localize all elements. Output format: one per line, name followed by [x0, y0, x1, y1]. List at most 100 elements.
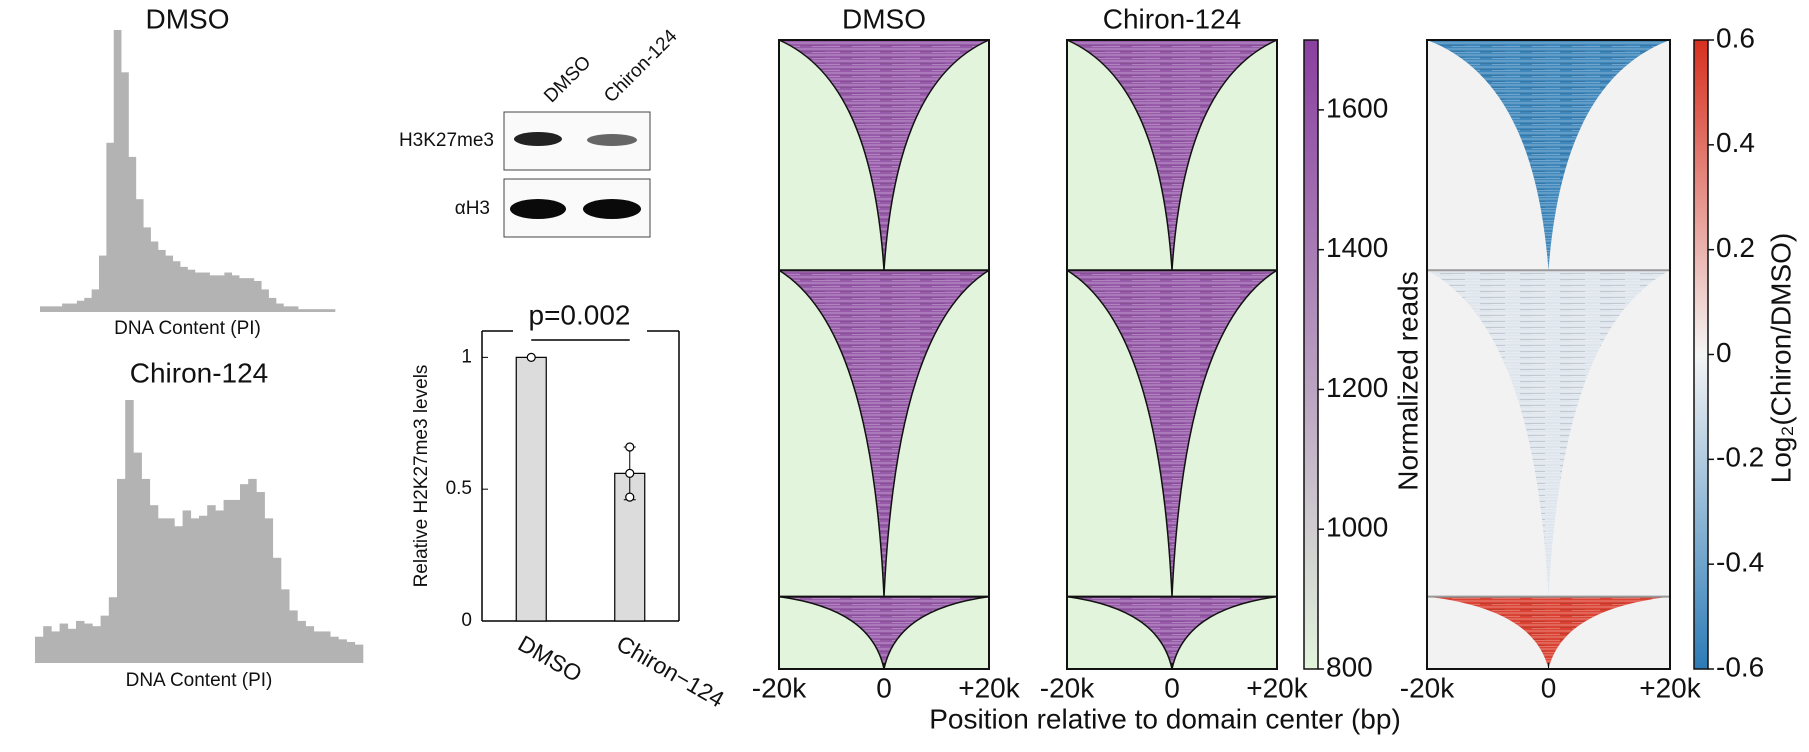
histogram-bar [125, 400, 134, 663]
y-tick-label: 0.5 [446, 478, 472, 499]
colorbar-label: Log₂(Chiron/DMSO) [1765, 233, 1796, 484]
histogram-bar [224, 272, 233, 312]
chart-title: Chiron-124 [1103, 3, 1242, 34]
histogram-bar [182, 510, 192, 663]
histogram-bar [84, 623, 93, 663]
colorbar-tick-label: 1200 [1326, 372, 1388, 403]
heatmap-texture [779, 596, 989, 669]
histogram-bar [268, 297, 277, 312]
histogram-bar [322, 631, 331, 663]
histogram-bar [100, 615, 110, 663]
histogram-bar [354, 644, 364, 663]
x-tick-label: -20k [1400, 672, 1455, 703]
histogram-bar [51, 631, 60, 663]
histogram-bar [281, 589, 290, 663]
histogram-bar [320, 309, 328, 312]
x-tick-label: 0 [1164, 672, 1180, 703]
histogram-bar [194, 272, 203, 312]
histogram-bar [121, 72, 129, 312]
histogram-bar [209, 275, 218, 312]
colorbar-tick-label: -0.4 [1716, 547, 1764, 578]
colorbar-tick-label: -0.2 [1716, 442, 1764, 473]
histogram-bar [67, 628, 77, 663]
heatmap-texture [1067, 270, 1277, 597]
histogram-bar [346, 641, 356, 663]
histogram-bar [187, 269, 196, 312]
histogram-bar [180, 266, 188, 312]
histogram-bar [272, 557, 282, 663]
histogram-bar [91, 289, 100, 312]
histogram-bar [215, 510, 224, 663]
chart-title: DMSO [146, 3, 230, 34]
heatmap-texture [1067, 596, 1277, 669]
histogram-bar [43, 626, 52, 663]
histogram-bar [312, 309, 321, 312]
data-point [625, 442, 635, 452]
heatmap-texture [779, 270, 989, 597]
histogram-bar [174, 526, 183, 663]
colorbar-tick-label: -0.6 [1716, 651, 1764, 682]
histogram-bar [289, 610, 298, 663]
histogram-bar [248, 478, 257, 663]
histogram-bar [69, 303, 78, 312]
heatmap-texture [1427, 596, 1670, 669]
band [587, 134, 637, 146]
colorbar-tick-label: 1400 [1326, 232, 1388, 263]
lane-label: Chiron-124 [600, 25, 682, 107]
histogram-bar [231, 499, 241, 663]
histogram-bar [253, 280, 262, 312]
heatmap-texture [1067, 40, 1277, 271]
histogram-bar [330, 636, 339, 663]
histogram-bar [117, 478, 126, 663]
colorbar-tick-label: 800 [1326, 651, 1373, 682]
histogram-bar [106, 142, 115, 312]
colorbar-tick-label: 1600 [1326, 92, 1388, 123]
histogram-bar [327, 309, 336, 312]
data-point [625, 492, 635, 502]
y-tick-label: 1 [461, 346, 472, 367]
histogram-bar [108, 597, 118, 663]
colorbar [1303, 39, 1319, 670]
histogram-bar [264, 518, 274, 663]
chart-title: Chiron-124 [130, 357, 269, 388]
histogram-bar [35, 636, 44, 663]
histogram-bar [165, 255, 174, 312]
histogram-bar [54, 306, 63, 312]
x-axis-label: Position relative to domain center (bp) [929, 703, 1401, 734]
x-tick-label: 0 [1541, 672, 1557, 703]
histogram-bar [84, 297, 92, 312]
histogram-bar [47, 306, 56, 312]
histogram-bar [298, 309, 306, 312]
histogram-bar [207, 505, 216, 663]
histogram-bar [297, 620, 306, 663]
colorbar-label: Normalized reads [1392, 271, 1423, 490]
histogram-bar [256, 492, 265, 663]
histogram-bar [150, 241, 159, 312]
histogram-bar [76, 300, 85, 312]
histogram-bar [338, 639, 347, 663]
data-point [625, 468, 635, 478]
histogram-bar [76, 620, 85, 663]
histogram-bar [246, 278, 255, 312]
histogram-bar [133, 452, 142, 663]
x-axis-label: DNA Content (PI) [126, 670, 273, 691]
data-point [526, 352, 536, 362]
histogram-bar [190, 518, 200, 663]
colorbar-tick-label: 0.2 [1716, 232, 1755, 263]
colorbar-tick-label: 1000 [1326, 512, 1388, 543]
histogram-bar [92, 626, 101, 663]
histogram-bar [305, 309, 314, 312]
histogram-bar [223, 499, 233, 663]
histogram-bar [240, 484, 249, 663]
x-tick-label: +20k [958, 672, 1020, 703]
histogram-bar [239, 278, 247, 312]
colorbar-tick-label: 0.4 [1716, 127, 1755, 158]
histogram-bar [59, 623, 69, 663]
histogram-bar [62, 303, 70, 312]
x-axis-label: DNA Content (PI) [114, 318, 261, 339]
histogram-bar [261, 289, 269, 312]
histogram-bar [276, 303, 284, 312]
colorbar-tick-label: 0 [1716, 337, 1732, 368]
histogram-bar [128, 156, 137, 312]
